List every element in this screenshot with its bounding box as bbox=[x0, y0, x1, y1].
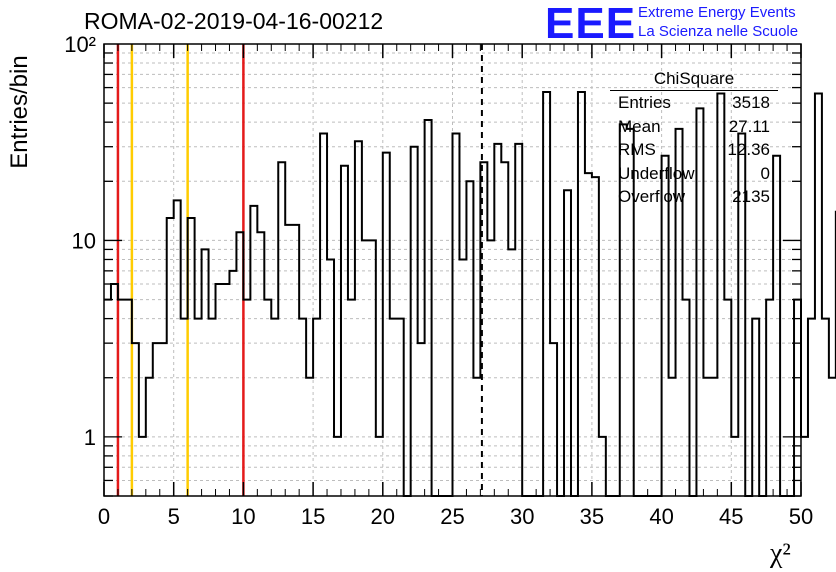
axis-ticks bbox=[103, 44, 802, 497]
logo-caption: Extreme Energy Events La Scienza nelle S… bbox=[638, 3, 798, 41]
y-tick-label: 1 bbox=[84, 425, 96, 450]
stats-title: ChiSquare bbox=[653, 69, 735, 88]
x-axis-label: χ² bbox=[770, 538, 791, 569]
stats-row-mean: Mean 27.11 bbox=[610, 115, 778, 139]
x-tick-label: 10 bbox=[231, 504, 255, 529]
x-tick-label: 35 bbox=[580, 504, 604, 529]
eee-logo: EEE bbox=[545, 0, 637, 48]
stats-row-overflow: Overflow 2135 bbox=[610, 185, 778, 209]
stats-entries-value: 3518 bbox=[732, 93, 770, 112]
stats-mean-value: 27.11 bbox=[728, 116, 770, 136]
x-tick-label: 15 bbox=[301, 504, 325, 529]
stats-row-underflow: Underflow 0 bbox=[610, 162, 778, 186]
y-tick-label: 10² bbox=[64, 32, 96, 57]
stats-box: ChiSquare Entries 3518 Mean 27.11 RMS 12.36… bbox=[610, 66, 778, 209]
x-tick-label: 45 bbox=[719, 504, 743, 529]
stats-overflow-value: 2135 bbox=[732, 187, 770, 206]
logo-line-2: La Scienza nelle Scuole bbox=[638, 23, 799, 40]
x-tick-label: 40 bbox=[649, 504, 673, 529]
chart-title: ROMA-02-2019-04-16-00212 bbox=[84, 8, 384, 34]
logo-line-1: Extreme Energy Events bbox=[638, 4, 796, 21]
x-tick-label: 20 bbox=[371, 504, 395, 529]
axis-tick-labels: 0 5 10 15 20 25 30 35 40 45 50 1 10 10² bbox=[64, 32, 813, 529]
x-tick-label: 5 bbox=[168, 504, 180, 529]
x-tick-label: 30 bbox=[510, 504, 534, 529]
stats-rms-value: 12.36 bbox=[727, 140, 770, 159]
y-axis-label: Entries/bin bbox=[6, 55, 33, 169]
stats-row-rms: RMS 12.36 bbox=[610, 138, 778, 162]
x-tick-label: 0 bbox=[98, 504, 110, 529]
stats-underflow-value: 0 bbox=[760, 163, 770, 183]
stats-row-entries: Entries 3518 bbox=[610, 91, 778, 115]
x-tick-label: 50 bbox=[789, 504, 813, 529]
stats-divider bbox=[610, 90, 778, 91]
histogram-outline bbox=[104, 90, 836, 497]
y-tick-label: 10 bbox=[72, 228, 96, 253]
x-tick-label: 25 bbox=[440, 504, 464, 529]
